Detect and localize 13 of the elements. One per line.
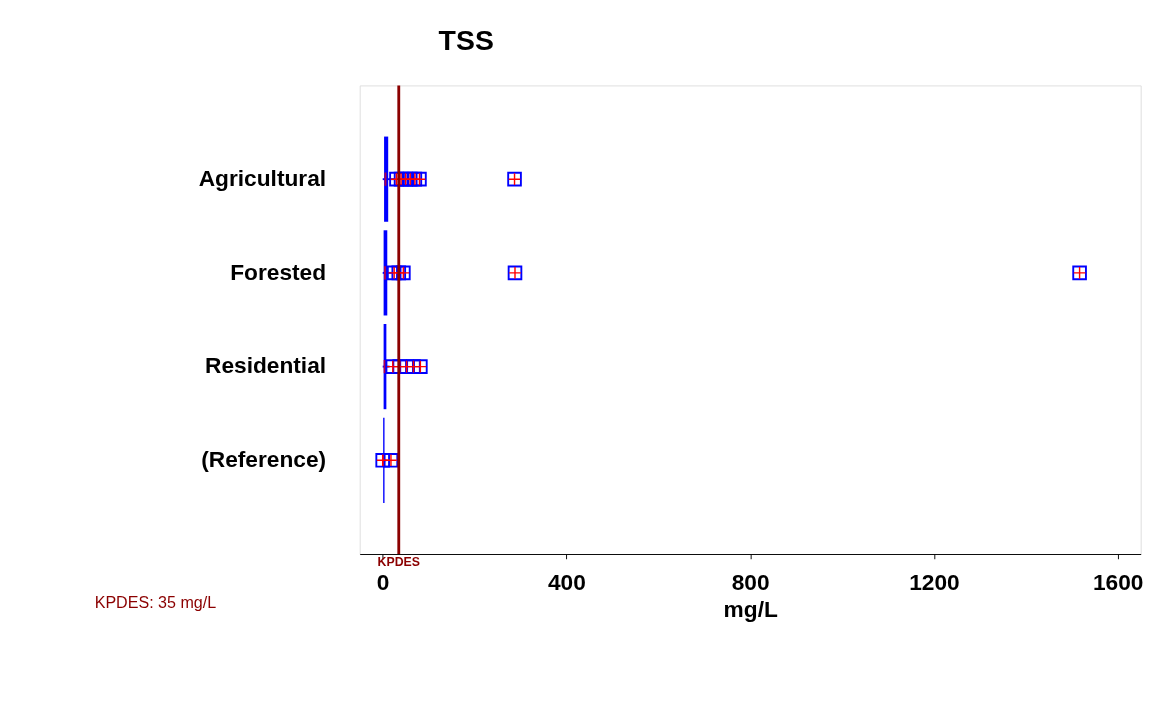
x-tick-label: 400 [547, 569, 586, 596]
y-tick-label: Residential [204, 352, 327, 379]
ref-line-label: KPDES [377, 555, 420, 570]
chart-title: TSS [438, 23, 494, 56]
x-tick-label: 800 [731, 569, 770, 596]
x-axis-title: mg/L [723, 595, 778, 622]
y-tick-label: Agricultural [198, 164, 327, 191]
text: KPDES: 35 mg/L [94, 592, 217, 611]
x-tick-label: 1200 [909, 569, 960, 596]
x-tick-label: 1600 [1092, 569, 1144, 596]
x-tick-label: 0 [376, 569, 390, 596]
y-tick-label: Forested [230, 258, 327, 285]
y-tick-label: (Reference) [201, 445, 327, 472]
